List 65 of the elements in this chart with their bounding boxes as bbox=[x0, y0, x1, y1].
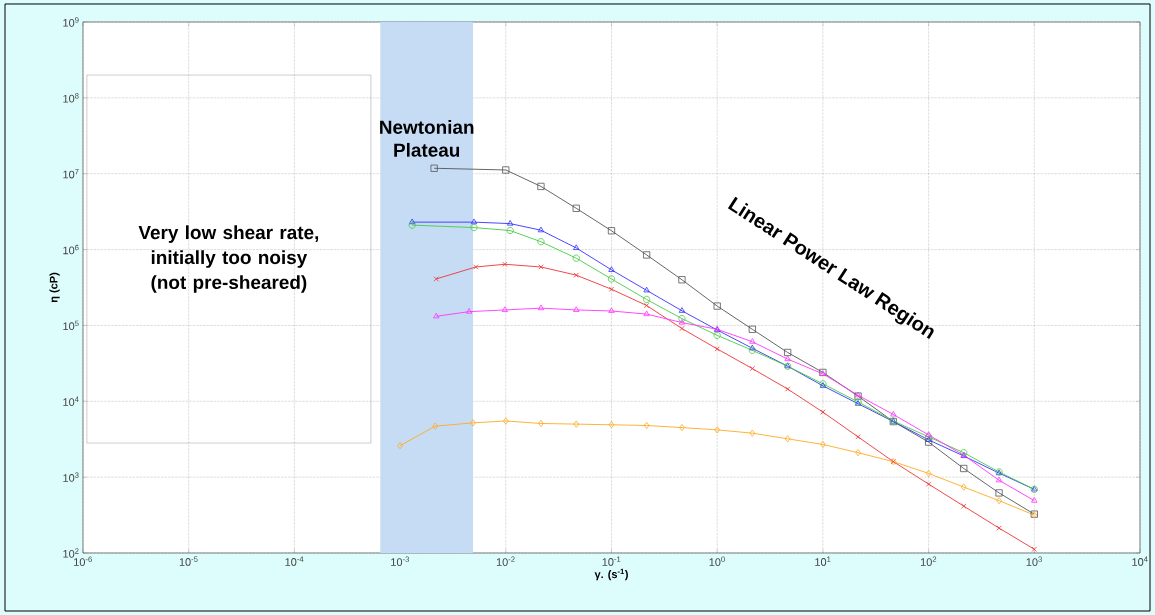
point bbox=[679, 325, 685, 332]
point bbox=[608, 307, 615, 313]
y-tick-label: 10$^{9}$ bbox=[63, 17, 79, 27]
x-tick-label: 10$^{-2}$ bbox=[496, 556, 515, 566]
point bbox=[996, 525, 1002, 531]
x-tick-label: 10$^{4}$ bbox=[1132, 556, 1148, 566]
point bbox=[961, 503, 967, 509]
point bbox=[995, 476, 1003, 483]
point bbox=[573, 306, 580, 312]
x-tick-label: 10$^{-5}$ bbox=[179, 556, 198, 566]
point bbox=[538, 264, 544, 270]
point bbox=[1031, 546, 1037, 552]
y-tick-label: 10$^{5}$ bbox=[63, 320, 79, 331]
point bbox=[537, 226, 545, 233]
point bbox=[501, 306, 509, 312]
point bbox=[537, 238, 545, 246]
x-tick-label: 10$^{-3}$ bbox=[391, 556, 410, 566]
point bbox=[890, 410, 897, 417]
x-tick-label: 10$^{-1}$ bbox=[602, 556, 621, 566]
point bbox=[608, 286, 615, 292]
point bbox=[714, 346, 720, 352]
point bbox=[925, 431, 932, 437]
x-tick-label: 10$^{-6}$ bbox=[74, 556, 92, 566]
point bbox=[573, 272, 579, 278]
point bbox=[713, 331, 721, 339]
point bbox=[608, 266, 615, 272]
point bbox=[433, 276, 439, 282]
point bbox=[820, 409, 826, 415]
x-tick-label: 10$^{-4}$ bbox=[285, 556, 304, 566]
y-axis-title: η (cP) bbox=[49, 272, 60, 303]
annotation: Very low shear rate, initially too noisy (not pre-sheared) bbox=[138, 225, 319, 293]
point bbox=[784, 386, 791, 392]
y-tick-label: 10$^{6}$ bbox=[63, 244, 79, 255]
point bbox=[643, 286, 650, 293]
y-tick-label: 10$^{2}$ bbox=[63, 548, 79, 558]
point bbox=[502, 261, 508, 267]
x-axis-title: γ. (s$^{-1}$) bbox=[594, 568, 628, 581]
y-tick-label: 10$^{4}$ bbox=[63, 396, 79, 406]
point bbox=[1031, 497, 1038, 503]
point bbox=[784, 355, 791, 362]
point bbox=[678, 319, 686, 325]
x-tick-label: 10$^{1}$ bbox=[815, 556, 831, 566]
point bbox=[573, 244, 580, 250]
x-tick-label: 10$^{2}$ bbox=[920, 556, 937, 566]
point bbox=[678, 307, 686, 313]
point bbox=[537, 304, 545, 311]
point bbox=[643, 310, 650, 317]
point bbox=[572, 254, 580, 262]
point bbox=[925, 481, 932, 487]
y-tick-label: 10$^{3}$ bbox=[63, 472, 79, 482]
point bbox=[855, 434, 861, 440]
x-tick-label: 10$^{3}$ bbox=[1026, 556, 1042, 566]
point bbox=[433, 312, 440, 319]
point bbox=[430, 164, 438, 172]
point bbox=[643, 295, 651, 304]
point bbox=[465, 308, 473, 314]
y-tick-label: 10$^{7}$ bbox=[63, 169, 79, 179]
point bbox=[643, 302, 650, 309]
point bbox=[749, 338, 756, 344]
point bbox=[749, 365, 755, 372]
x-tick-label: 10$^{0}$ bbox=[709, 556, 725, 566]
point bbox=[607, 275, 616, 283]
band-label: Newtonian Plateau bbox=[380, 120, 474, 157]
y-tick-label: 10$^{8}$ bbox=[63, 93, 79, 103]
point bbox=[678, 315, 686, 323]
